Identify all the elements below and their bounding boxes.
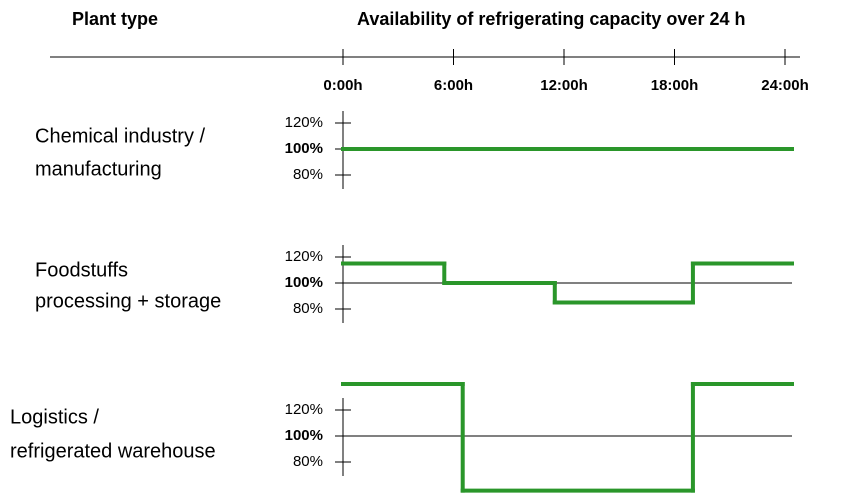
y-tick-label: 100%	[285, 140, 323, 157]
header-right: Availability of refrigerating capacity o…	[357, 9, 745, 29]
plant-type-label: Logistics /	[10, 406, 99, 428]
plant-type-label: Chemical industry /	[35, 125, 206, 147]
y-tick-label: 80%	[293, 300, 323, 317]
y-tick-label: 80%	[293, 453, 323, 470]
y-tick-label: 100%	[285, 427, 323, 444]
x-tick-label: 18:00h	[651, 77, 699, 94]
x-tick-label: 0:00h	[323, 77, 362, 94]
plant-type-label: refrigerated warehouse	[10, 440, 216, 462]
header-left: Plant type	[72, 9, 158, 29]
plant-type-label: manufacturing	[35, 158, 162, 180]
y-tick-label: 120%	[285, 114, 323, 131]
x-tick-label: 6:00h	[434, 77, 473, 94]
y-tick-label: 120%	[285, 401, 323, 418]
y-tick-label: 100%	[285, 274, 323, 291]
plant-type-label: Foodstuffs	[35, 259, 128, 281]
y-tick-label: 120%	[285, 248, 323, 265]
plant-type-label: processing + storage	[35, 290, 221, 312]
x-tick-label: 12:00h	[540, 77, 588, 94]
x-tick-label: 24:00h	[761, 77, 809, 94]
y-tick-label: 80%	[293, 166, 323, 183]
